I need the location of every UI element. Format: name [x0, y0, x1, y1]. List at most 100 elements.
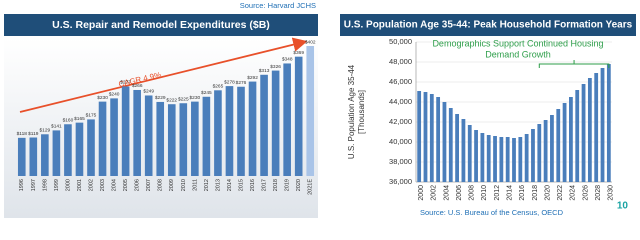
x-tick-label: 2016 — [250, 179, 256, 191]
value-label: $249 — [143, 89, 154, 95]
bar — [133, 89, 141, 176]
x-tick-label: 2001 — [77, 179, 83, 191]
bar — [423, 92, 428, 182]
x-tick-label: 2012 — [204, 179, 210, 191]
title-bar — [4, 14, 318, 36]
x-tick-label: 1997 — [31, 179, 37, 191]
x-tick-label: 2006 — [456, 185, 463, 201]
bar — [486, 135, 491, 182]
value-label: $129 — [40, 128, 51, 134]
slide: U.S. Repair and Remodel Expenditures ($B… — [4, 1, 636, 218]
annotation: Demand Growth — [485, 49, 551, 59]
x-tick-label: 2019 — [285, 179, 291, 191]
x-tick-label: 1999 — [54, 179, 60, 191]
bar — [248, 81, 257, 176]
x-tick-label: 2009 — [169, 179, 175, 191]
bracket — [538, 60, 610, 68]
value-label: $160 — [63, 118, 74, 124]
value-label: $118 — [17, 131, 28, 137]
source: Source: U.S. Bureau of the Census, OECD — [420, 208, 564, 217]
bar — [121, 86, 130, 176]
bar — [480, 133, 485, 182]
bar — [499, 137, 504, 182]
x-tick-label: 2008 — [469, 185, 476, 201]
bar — [64, 124, 72, 176]
chart-title: U.S. Repair and Remodel Expenditures ($B… — [52, 19, 270, 31]
value-label: $222 — [166, 97, 177, 103]
value-label: $292 — [247, 75, 258, 81]
bar — [537, 124, 542, 182]
x-tick-label: 2018 — [532, 185, 539, 201]
x-tick-label: 2017 — [262, 179, 268, 191]
x-tick-label: 2002 — [88, 179, 94, 191]
value-label: $326 — [270, 64, 281, 70]
x-tick-label: 2020 — [296, 179, 302, 191]
bar — [493, 136, 497, 182]
value-label: $278 — [224, 79, 235, 85]
bar — [271, 70, 280, 176]
value-label: $313 — [259, 68, 270, 74]
x-tick-label: 2006 — [135, 179, 141, 191]
x-tick-label: 2004 — [443, 185, 450, 201]
bar — [110, 98, 118, 176]
y-axis-label: U.S. Population Age 35-44 — [347, 64, 356, 159]
value-label: $369 — [293, 50, 304, 56]
x-tick-label: 2011 — [192, 179, 198, 191]
page-number: 10 — [617, 201, 629, 212]
y-tick-label: 42,000 — [389, 117, 412, 126]
source: Source: Harvard JCHS — [240, 1, 316, 10]
bar — [455, 114, 459, 182]
bar — [518, 137, 523, 182]
y-tick-label: 38,000 — [389, 157, 412, 166]
bar — [543, 120, 548, 182]
value-label: $402 — [305, 39, 316, 45]
bar — [417, 91, 422, 182]
value-label: $265 — [213, 84, 224, 90]
bar — [600, 68, 605, 182]
x-tick-label: 1996 — [19, 179, 25, 191]
y-tick-label: 36,000 — [389, 177, 412, 186]
value-label: $348 — [282, 57, 293, 63]
bar — [191, 101, 199, 176]
bar — [306, 46, 315, 176]
bar — [283, 63, 291, 176]
bar — [294, 56, 303, 176]
bar — [505, 137, 510, 182]
x-tick-label: 1998 — [42, 179, 48, 191]
bar — [575, 90, 580, 182]
value-label: $229 — [155, 95, 166, 101]
bar — [436, 97, 441, 182]
value-label: $225 — [178, 97, 189, 103]
bar — [87, 119, 95, 176]
bar — [75, 122, 84, 176]
y-tick-label: 46,000 — [389, 77, 412, 86]
bar — [214, 90, 222, 176]
bar — [467, 125, 472, 182]
bar — [531, 129, 535, 182]
x-tick-label: 2013 — [215, 179, 221, 191]
bar — [237, 86, 245, 176]
value-label: $165 — [74, 116, 85, 122]
value-label: $230 — [190, 95, 201, 101]
bar — [260, 74, 268, 176]
x-tick-label: 2014 — [227, 179, 233, 191]
annotation: Demographics Support Continued Housing — [432, 38, 603, 48]
x-tick-label: 2015 — [238, 179, 244, 191]
bar — [569, 97, 573, 182]
x-tick-label: 2010 — [481, 185, 488, 201]
y-axis-label: [Thousands] — [357, 90, 366, 134]
x-tick-label: 2010 — [181, 179, 187, 191]
bar — [562, 103, 567, 182]
y-tick-label: 50,000 — [389, 37, 412, 46]
bar — [98, 101, 107, 176]
bar — [474, 130, 478, 182]
value-label: $175 — [86, 113, 97, 119]
bar — [581, 84, 586, 182]
bar — [167, 104, 176, 176]
bar — [512, 138, 516, 182]
bar — [179, 103, 188, 176]
x-tick-label: 2022 — [557, 185, 564, 201]
x-tick-label: 2016 — [519, 185, 526, 201]
bar — [202, 96, 211, 176]
bar — [556, 109, 561, 182]
